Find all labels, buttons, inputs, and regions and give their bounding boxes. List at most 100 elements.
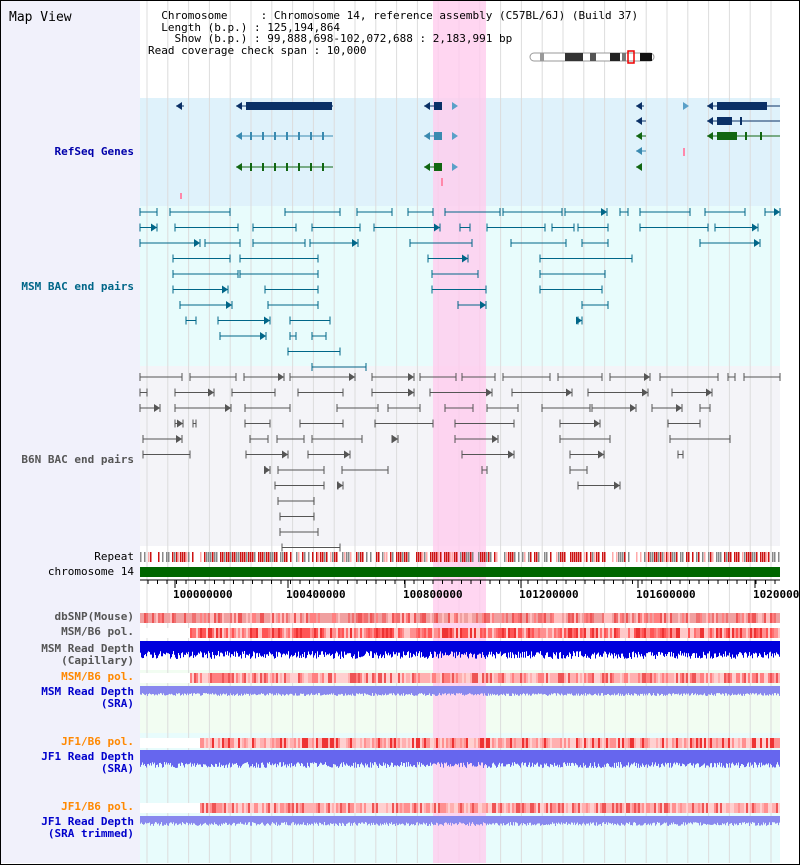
read-depth-bar — [385, 641, 386, 652]
heatmap-cell — [578, 673, 580, 683]
repeat-mark — [522, 552, 524, 562]
read-depth-bar — [590, 686, 591, 695]
read-depth-bar — [152, 750, 153, 763]
msm-bac-arrow — [222, 285, 228, 294]
read-depth-bar — [766, 641, 767, 656]
heatmap-cell — [662, 613, 664, 623]
read-depth-bar — [505, 641, 506, 654]
read-depth-bar — [413, 816, 414, 824]
heatmap-cell — [492, 628, 494, 638]
read-depth-bar — [714, 641, 715, 654]
read-depth-bar — [617, 816, 618, 824]
read-depth-bar — [562, 816, 563, 825]
read-depth-bar — [302, 816, 303, 825]
heatmap-cell — [268, 738, 270, 748]
read-depth-bar — [431, 686, 432, 696]
read-depth-bar — [752, 816, 753, 823]
heatmap-cell — [758, 803, 760, 813]
read-depth-bar — [452, 750, 453, 766]
read-depth-bar — [654, 750, 655, 765]
heatmap-cell — [688, 613, 690, 623]
heatmap-cell — [196, 738, 198, 748]
read-depth-bar — [488, 686, 489, 694]
read-depth-bar — [749, 686, 750, 695]
read-depth-bar — [762, 686, 763, 696]
read-depth-bar — [437, 750, 438, 763]
heatmap-cell — [268, 673, 270, 683]
repeat-mark — [276, 552, 278, 562]
read-depth-bar — [598, 750, 599, 764]
heatmap-cell — [364, 613, 366, 623]
read-depth-bar — [625, 641, 626, 658]
heatmap-cell — [214, 628, 216, 638]
read-depth-bar — [518, 750, 519, 765]
read-depth-bar — [650, 641, 651, 652]
read-depth-bar — [627, 686, 628, 696]
heatmap-cell — [546, 628, 548, 638]
heatmap-cell — [642, 613, 644, 623]
heatmap-cell — [680, 673, 682, 683]
heatmap-cell — [416, 803, 418, 813]
read-depth-bar — [641, 816, 642, 826]
read-depth-bar — [512, 686, 513, 694]
heatmap-cell — [594, 738, 596, 748]
repeat-mark — [452, 552, 454, 562]
heatmap-cell — [436, 613, 438, 623]
read-depth-bar — [711, 686, 712, 694]
repeat-mark — [586, 552, 588, 562]
read-depth-bar — [447, 750, 448, 767]
read-depth-bar — [701, 816, 702, 826]
read-depth-bar — [383, 816, 384, 825]
read-depth-bar — [586, 750, 587, 768]
read-depth-bar — [251, 816, 252, 826]
read-depth-bar — [471, 816, 472, 824]
read-depth-bar — [562, 641, 563, 659]
read-depth-bar — [541, 750, 542, 765]
read-depth-bar — [698, 686, 699, 696]
heatmap-cell — [168, 628, 170, 638]
read-depth-bar — [432, 816, 433, 824]
heatmap-cell — [490, 738, 492, 748]
heatmap-cell — [548, 628, 550, 638]
repeat-mark — [640, 552, 642, 562]
read-depth-bar — [170, 816, 171, 823]
read-depth-bar — [540, 750, 541, 765]
read-depth-bar — [268, 641, 269, 656]
read-depth-bar — [538, 641, 539, 653]
read-depth-bar — [181, 816, 182, 826]
read-depth-bar — [165, 816, 166, 825]
read-depth-bar — [610, 750, 611, 767]
read-depth-bar — [493, 641, 494, 654]
heatmap-cell — [760, 738, 762, 748]
heatmap-cell — [224, 613, 226, 623]
gene-strand-arrow — [683, 102, 689, 110]
read-depth-bar — [348, 641, 349, 654]
read-depth-bar — [205, 816, 206, 823]
heatmap-cell — [534, 673, 536, 683]
heatmap-cell — [388, 673, 390, 683]
read-depth-bar — [463, 686, 464, 695]
heatmap-cell — [362, 673, 364, 683]
read-depth-bar — [308, 641, 309, 652]
read-depth-bar — [430, 816, 431, 826]
read-depth-bar — [594, 816, 595, 826]
read-depth-bar — [670, 686, 671, 695]
read-depth-bar — [545, 816, 546, 825]
heatmap-cell — [636, 738, 638, 748]
heatmap-cell — [398, 803, 400, 813]
read-depth-bar — [234, 641, 235, 652]
read-depth-bar — [741, 750, 742, 764]
read-depth-bar — [600, 686, 601, 696]
repeat-mark — [378, 552, 380, 562]
heatmap-cell — [412, 673, 414, 683]
heatmap-cell — [474, 673, 476, 683]
read-depth-bar — [291, 750, 292, 764]
repeat-mark — [756, 552, 758, 562]
read-depth-bar — [668, 641, 669, 653]
read-depth-bar — [195, 750, 196, 767]
heatmap-cell — [596, 628, 598, 638]
read-depth-bar — [709, 750, 710, 768]
read-depth-bar — [144, 750, 145, 764]
heatmap-cell — [190, 628, 192, 638]
